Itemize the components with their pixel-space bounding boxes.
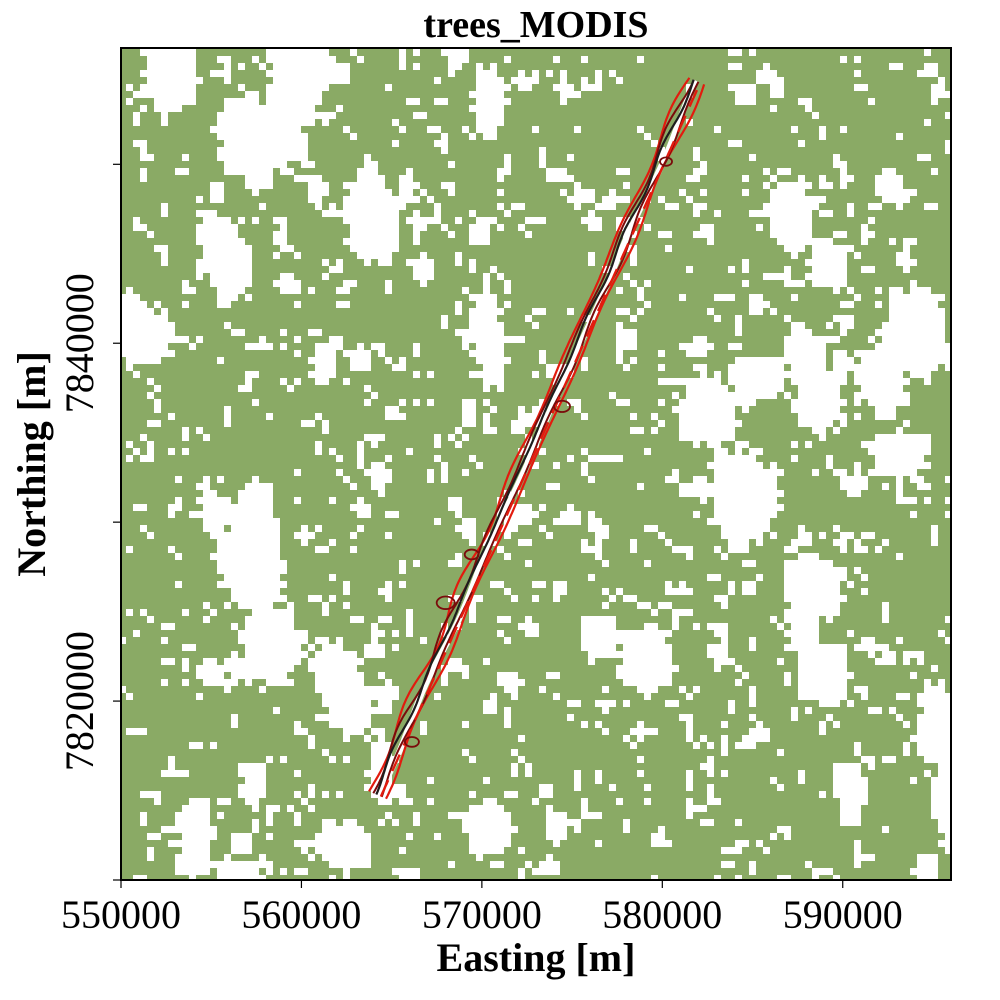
contour-middle-right xyxy=(380,81,700,798)
non-tree-patch xyxy=(784,364,805,385)
contour-loop xyxy=(435,595,456,610)
contour-loop xyxy=(659,156,673,167)
non-tree-patch xyxy=(707,623,728,637)
contour-outer-left xyxy=(368,77,691,792)
x-axis: 550000 560000 570000 580000 590000 xyxy=(61,880,903,937)
non-tree-patch xyxy=(742,581,756,595)
non-tree-patch xyxy=(245,336,273,350)
non-tree-patch xyxy=(224,672,245,686)
non-tree-patch xyxy=(553,504,581,525)
non-tree-patch xyxy=(476,217,490,245)
non-tree-patches xyxy=(121,48,959,880)
x-tick-label: 550000 xyxy=(61,892,181,937)
non-tree-patch xyxy=(567,819,581,833)
contour-loop xyxy=(404,736,420,748)
contour-inner xyxy=(375,79,695,795)
non-tree-patch xyxy=(245,175,266,196)
non-tree-patch xyxy=(350,497,371,518)
contour-loop xyxy=(553,399,571,413)
non-tree-patch xyxy=(168,504,175,518)
non-tree-patch xyxy=(406,252,434,280)
non-tree-patch xyxy=(616,322,637,357)
y-axis: 7820000 7840000 xyxy=(57,163,121,881)
non-tree-patch xyxy=(588,511,609,539)
non-tree-patch xyxy=(196,658,224,686)
flight-track-layer xyxy=(368,77,706,800)
non-tree-patch xyxy=(952,784,959,791)
y-axis-label: Northing [m] xyxy=(9,351,54,577)
non-tree-patch xyxy=(868,427,931,483)
non-tree-patch xyxy=(511,70,539,91)
non-tree-patch xyxy=(700,441,784,553)
non-tree-patch xyxy=(504,791,518,798)
x-tick-label: 590000 xyxy=(783,892,903,937)
non-tree-patch xyxy=(728,84,756,105)
x-tick-label: 570000 xyxy=(422,892,542,937)
x-axis-label: Easting [m] xyxy=(437,935,636,980)
non-tree-patch xyxy=(154,245,168,266)
non-tree-patch xyxy=(308,70,329,98)
non-tree-patch xyxy=(735,728,756,749)
non-tree-patch xyxy=(707,637,735,665)
non-tree-patch xyxy=(833,350,854,378)
non-tree-patch xyxy=(224,651,245,672)
non-tree-pixels xyxy=(121,49,951,880)
non-tree-patch xyxy=(448,553,462,567)
non-tree-patch xyxy=(210,182,224,203)
non-tree-patch xyxy=(805,238,847,294)
non-tree-patch xyxy=(308,343,336,385)
non-tree-patch xyxy=(686,385,714,413)
plot-frame xyxy=(120,47,952,881)
non-tree-patch xyxy=(602,700,616,707)
non-tree-patch xyxy=(777,826,791,840)
non-tree-patch xyxy=(714,595,728,609)
non-tree-patch xyxy=(364,434,378,448)
non-tree-patch xyxy=(854,840,868,868)
track-dashed-line xyxy=(379,82,702,798)
non-tree-patch xyxy=(651,609,658,616)
non-tree-patch xyxy=(441,224,448,231)
non-tree-patch xyxy=(441,48,469,70)
non-tree-patch xyxy=(231,833,252,854)
non-tree-patch xyxy=(462,399,476,427)
non-tree-patch xyxy=(483,693,497,714)
non-tree-patch xyxy=(854,686,868,700)
non-tree-patch xyxy=(581,217,602,231)
non-tree-patch xyxy=(651,826,665,847)
plot-area xyxy=(121,48,959,880)
non-tree-patch xyxy=(385,406,399,420)
non-tree-patch xyxy=(875,168,903,203)
non-tree-patch xyxy=(322,112,336,126)
non-tree-patch xyxy=(616,623,679,693)
non-tree-patch xyxy=(259,490,273,504)
non-tree-patch xyxy=(784,567,819,665)
contour-loop xyxy=(463,548,480,561)
x-tick-label: 560000 xyxy=(241,892,361,937)
y-tick-label: 7820000 xyxy=(57,631,102,771)
non-tree-patch xyxy=(749,294,770,315)
non-tree-patch xyxy=(140,812,147,826)
chart-title: trees_MODIS xyxy=(423,4,648,46)
non-tree-patch xyxy=(245,112,273,126)
non-tree-patch xyxy=(245,476,266,497)
non-tree-patch xyxy=(693,224,714,245)
non-tree-patch xyxy=(161,98,182,112)
non-tree-patch xyxy=(539,147,546,168)
non-tree-patch xyxy=(896,245,917,273)
y-tick-label: 7840000 xyxy=(57,273,102,413)
non-tree-patch xyxy=(364,686,385,700)
non-tree-patch xyxy=(238,763,266,791)
non-tree-patch xyxy=(686,168,707,182)
contour-outer-right xyxy=(385,84,706,800)
non-tree-patch xyxy=(336,175,406,266)
x-tick-label: 580000 xyxy=(602,892,722,937)
